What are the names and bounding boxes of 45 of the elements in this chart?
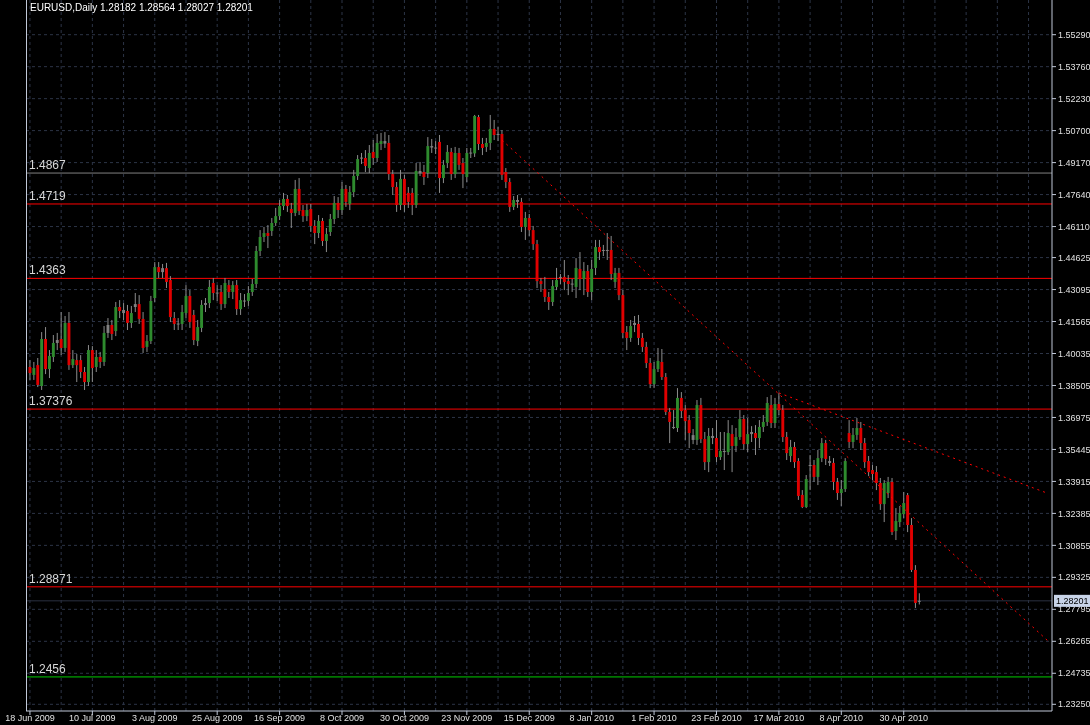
y-tick-label: 1.24735 xyxy=(1058,668,1090,679)
y-tick-label: 1.50700 xyxy=(1058,125,1090,136)
y-tick-label: 1.44625 xyxy=(1058,252,1090,263)
x-tick-label: 25 Aug 2009 xyxy=(191,713,243,723)
annotation: 1.28201 xyxy=(1056,595,1089,606)
ref-line-label: 1.2456 xyxy=(29,661,67,676)
y-tick-label: 1.33915 xyxy=(1058,476,1090,487)
x-tick-label: 17 Mar 2010 xyxy=(753,713,805,723)
x-tick-label: 30 Oct 2009 xyxy=(379,713,429,723)
ref-line-label: 1.4363 xyxy=(29,263,67,278)
y-tick-label: 1.23250 xyxy=(1058,699,1090,710)
ref-line-label: 1.4719 xyxy=(29,188,67,203)
ref-line-label: 1.28871 xyxy=(29,571,73,586)
y-tick-label: 1.38505 xyxy=(1058,380,1090,391)
y-tick-label: 1.29325 xyxy=(1058,572,1090,583)
y-tick-label: 1.52230 xyxy=(1058,93,1090,104)
x-tick-label: 8 Oct 2009 xyxy=(320,713,365,723)
x-tick-label: 8 Apr 2010 xyxy=(819,713,864,723)
y-tick-label: 1.41565 xyxy=(1058,316,1090,327)
y-tick-label: 1.32385 xyxy=(1058,508,1090,519)
x-tick-label: 23 Feb 2010 xyxy=(691,713,742,723)
y-tick-label: 1.55290 xyxy=(1058,29,1090,40)
x-tick-label: 8 Jan 2010 xyxy=(569,713,614,723)
y-tick-label: 1.47640 xyxy=(1058,189,1090,200)
x-tick-label: 10 Jul 2009 xyxy=(69,713,116,723)
x-tick-label: 23 Nov 2009 xyxy=(441,713,493,723)
ref-line-label: 1.37376 xyxy=(29,394,73,409)
ref-line-label: 1.4867 xyxy=(29,158,67,173)
y-tick-label: 1.46110 xyxy=(1058,221,1090,232)
x-tick-label: 18 Jun 2009 xyxy=(5,713,55,723)
x-tick-label: 15 Dec 2009 xyxy=(503,713,555,723)
y-tick-label: 1.26265 xyxy=(1058,636,1090,647)
x-tick-label: 3 Aug 2009 xyxy=(132,713,178,723)
y-tick-label: 1.30855 xyxy=(1058,540,1090,551)
x-tick-label: 30 Apr 2010 xyxy=(879,713,928,723)
y-tick-label: 1.49170 xyxy=(1058,157,1090,168)
y-tick-label: 1.27795 xyxy=(1058,604,1090,615)
y-tick-label: 1.53760 xyxy=(1058,61,1090,72)
y-tick-label: 1.40035 xyxy=(1058,348,1090,359)
y-tick-label: 1.36975 xyxy=(1058,412,1090,423)
y-tick-label: 1.35445 xyxy=(1058,444,1090,455)
x-tick-label: 1 Feb 2010 xyxy=(631,713,677,723)
x-tick-label: 16 Sep 2009 xyxy=(254,713,306,723)
y-tick-label: 1.43095 xyxy=(1058,284,1090,295)
chart-title: EURUSD,Daily 1.28182 1.28564 1.28027 1.28201 xyxy=(30,2,254,13)
